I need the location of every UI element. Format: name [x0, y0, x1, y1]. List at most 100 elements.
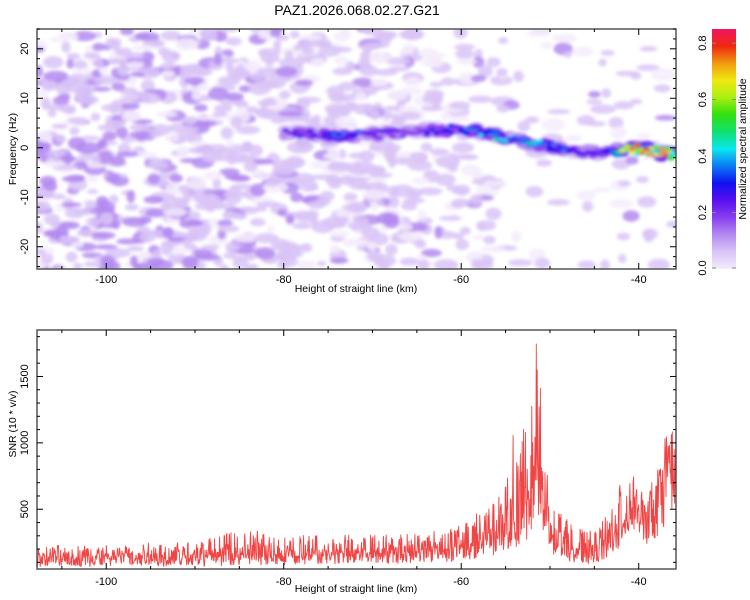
heatmap-cell — [366, 250, 383, 262]
heatmap-cell — [99, 212, 114, 225]
heatmap-cell — [323, 39, 332, 50]
heatmap-cell — [260, 109, 278, 120]
heatmap-cell — [37, 47, 46, 53]
heatmap-cell — [61, 41, 71, 53]
heatmap-ridge-cell — [619, 149, 626, 153]
heatmap-cell — [145, 208, 169, 218]
heatmap-cell — [517, 120, 531, 132]
heatmap-ridge-cell — [624, 145, 631, 149]
heatmap-cell — [468, 95, 493, 104]
heatmap-cell — [160, 70, 175, 77]
heatmap-cell — [438, 231, 458, 240]
heatmap-cell — [420, 142, 433, 152]
heatmap-cell — [225, 241, 240, 253]
heatmap-cell — [59, 235, 71, 244]
figure-title: PAZ1.2026.068.02.27.G21 — [274, 2, 440, 18]
heatmap-ridge-cell — [521, 137, 528, 141]
heatmap-cell — [359, 150, 375, 163]
heatmap-cell — [435, 173, 456, 187]
heatmap-cell — [453, 184, 471, 196]
heatmap-cell — [140, 79, 155, 93]
heatmap-ridge-cell — [437, 131, 446, 137]
heatmap-cell — [440, 111, 451, 122]
x-tick-label: -100 — [95, 274, 117, 286]
heatmap-cell — [59, 221, 80, 230]
heatmap-cell — [471, 171, 484, 180]
heatmap-cell — [311, 114, 322, 125]
heatmap-cell — [203, 171, 224, 180]
heatmap-cell — [119, 29, 135, 36]
heatmap-cell — [132, 44, 155, 52]
heatmap-cell — [307, 200, 326, 210]
heatmap-cell — [387, 90, 407, 101]
heatmap-ridge-cell — [516, 140, 523, 144]
heatmap-cell — [121, 102, 140, 110]
heatmap-cell — [105, 37, 117, 49]
heatmap-cell — [109, 105, 119, 115]
heatmap-cell — [193, 248, 213, 258]
heatmap-cell — [116, 238, 141, 245]
snr-y-axis-label: SNR (10 * v/v) — [7, 390, 19, 457]
heatmap-cell — [95, 195, 109, 208]
heatmap-ridge-cell — [331, 132, 338, 137]
heatmap-ridge-cell — [424, 129, 431, 133]
heatmap-ridge-cell — [550, 142, 557, 146]
heatmap-cell — [249, 218, 266, 227]
heatmap-ridge-cell — [389, 127, 396, 131]
y-tick-label: 1000 — [19, 431, 31, 455]
heatmap-cell — [256, 201, 281, 208]
heatmap-cell — [525, 116, 540, 124]
heatmap-ridge-cell — [326, 132, 333, 136]
heatmap-cell — [179, 158, 199, 164]
heatmap-cell — [43, 70, 69, 82]
heatmap-cell — [471, 234, 485, 241]
heatmap-cell — [636, 176, 649, 184]
heatmap-cell — [196, 192, 220, 206]
heatmap-cell — [367, 241, 378, 252]
heatmap-cell — [425, 53, 438, 65]
heatmap-cell — [219, 168, 240, 177]
heatmap-ridge-cell — [472, 128, 479, 132]
heatmap-ridge-cell — [350, 134, 357, 139]
heatmap-cell — [254, 247, 276, 260]
heatmap-cell — [469, 194, 483, 206]
heatmap-ridge-cell — [360, 131, 367, 135]
heatmap-cell — [653, 84, 671, 93]
heatmap-cell — [66, 58, 75, 69]
heatmap-cell — [534, 257, 551, 269]
heatmap-cell — [42, 181, 58, 192]
heatmap-cell — [285, 214, 295, 225]
heatmap-cell — [129, 131, 152, 138]
heatmap-cell — [417, 259, 430, 269]
heatmap-cell — [434, 259, 459, 269]
heatmap-ridge-cell — [492, 137, 499, 142]
heatmap-cell — [576, 190, 597, 201]
heatmap-cell — [204, 143, 229, 155]
heatmap-ridge-cell — [531, 141, 538, 145]
heatmap-cell — [630, 71, 642, 80]
heatmap-cell — [327, 108, 338, 116]
heatmap-cell — [188, 146, 210, 154]
heatmap-cell — [408, 191, 419, 200]
heatmap-ridge-cell — [287, 131, 294, 135]
heatmap-cell — [294, 213, 319, 219]
heatmap-cell — [449, 101, 471, 110]
heatmap-cell — [274, 250, 298, 262]
heatmap-cell — [40, 97, 52, 110]
heatmap-ridge-cell — [642, 147, 651, 153]
heatmap-cell — [453, 29, 468, 39]
heatmap-cell — [369, 51, 391, 64]
heatmap-cell — [483, 180, 507, 187]
heatmap-cell — [67, 136, 86, 150]
x-tick-label: -80 — [276, 274, 292, 286]
heatmap-cell — [147, 173, 161, 185]
heatmap-ridge-cell — [370, 133, 377, 137]
heatmap-cell — [525, 185, 544, 198]
heatmap-cell — [220, 126, 234, 140]
heatmap-cell — [510, 230, 522, 243]
heatmap-cell — [357, 43, 381, 50]
heatmap-cell — [102, 131, 117, 141]
heatmap-cell — [429, 148, 450, 156]
heatmap-cell — [428, 92, 444, 106]
